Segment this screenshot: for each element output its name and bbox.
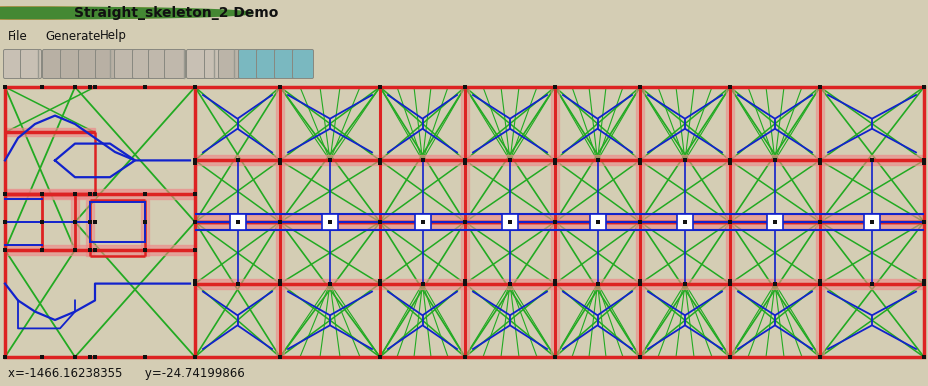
Text: Straight_skeleton_2 Demo: Straight_skeleton_2 Demo xyxy=(74,6,278,20)
FancyBboxPatch shape xyxy=(292,49,313,78)
FancyBboxPatch shape xyxy=(4,49,24,78)
Bar xyxy=(863,214,879,230)
Bar xyxy=(414,214,430,230)
Text: x=-1466.16238355      y=-24.74199866: x=-1466.16238355 y=-24.74199866 xyxy=(8,367,244,381)
FancyBboxPatch shape xyxy=(256,49,277,78)
Bar xyxy=(460,87,469,357)
Bar xyxy=(815,87,823,357)
Bar xyxy=(5,245,195,255)
FancyBboxPatch shape xyxy=(43,49,63,78)
FancyBboxPatch shape xyxy=(133,49,153,78)
FancyBboxPatch shape xyxy=(78,49,99,78)
Circle shape xyxy=(0,7,252,19)
FancyBboxPatch shape xyxy=(218,49,239,78)
Bar xyxy=(195,279,923,289)
FancyBboxPatch shape xyxy=(238,49,259,78)
Bar xyxy=(86,200,94,256)
FancyBboxPatch shape xyxy=(204,49,226,78)
Bar xyxy=(141,200,148,256)
Text: Help: Help xyxy=(100,29,127,42)
Bar xyxy=(550,87,559,357)
Bar xyxy=(5,129,95,136)
FancyBboxPatch shape xyxy=(187,49,207,78)
Bar xyxy=(5,190,95,198)
Circle shape xyxy=(0,7,234,19)
Bar xyxy=(725,87,733,357)
Bar xyxy=(501,214,518,230)
FancyBboxPatch shape xyxy=(274,49,295,78)
FancyBboxPatch shape xyxy=(148,49,169,78)
Bar xyxy=(589,214,605,230)
Circle shape xyxy=(0,7,215,19)
Bar xyxy=(229,214,245,230)
Bar xyxy=(71,194,79,250)
Text: File: File xyxy=(8,29,28,42)
Bar xyxy=(636,87,643,357)
Bar xyxy=(322,214,338,230)
Bar xyxy=(767,214,782,230)
Bar xyxy=(5,189,195,199)
Bar xyxy=(677,214,692,230)
FancyBboxPatch shape xyxy=(60,49,82,78)
Bar xyxy=(195,215,923,229)
Text: Generate: Generate xyxy=(45,29,100,42)
FancyBboxPatch shape xyxy=(114,49,135,78)
FancyBboxPatch shape xyxy=(164,49,186,78)
Bar xyxy=(276,87,284,357)
FancyBboxPatch shape xyxy=(96,49,116,78)
Bar xyxy=(195,156,923,165)
FancyBboxPatch shape xyxy=(20,49,42,78)
